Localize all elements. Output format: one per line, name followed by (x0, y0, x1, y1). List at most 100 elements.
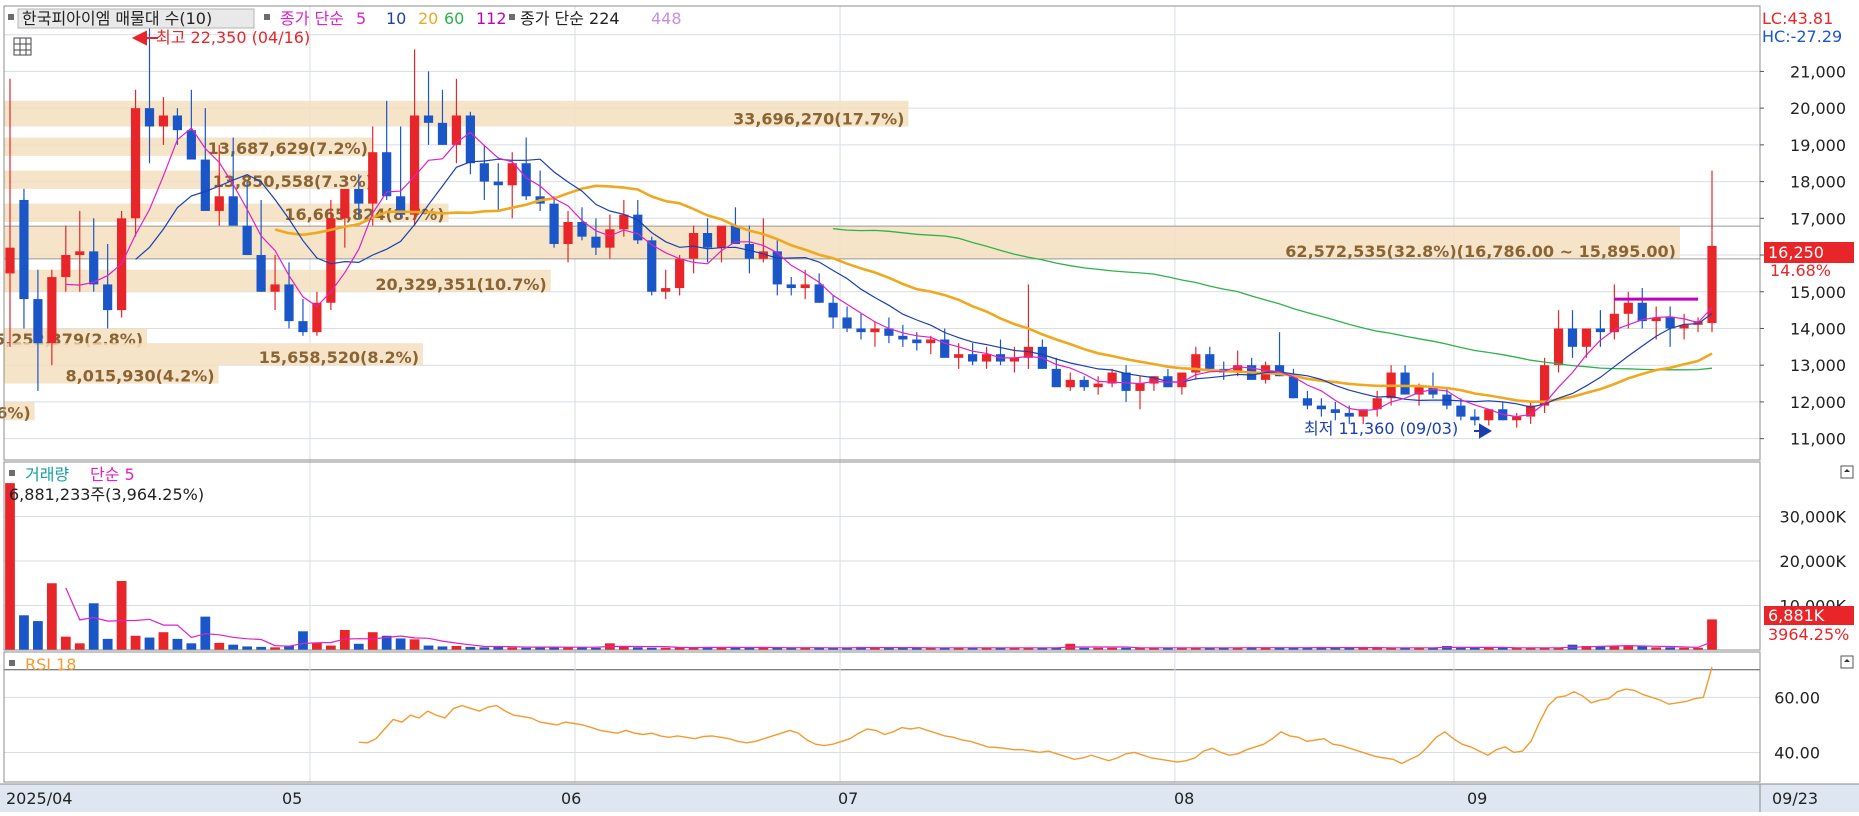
volume-bar (1218, 647, 1229, 650)
candle-body (1205, 354, 1215, 369)
volume-ma5-line (65, 587, 1713, 649)
volume-ma-label[interactable]: 단순 5 (90, 465, 135, 484)
candle-body (493, 181, 503, 186)
candle-body (926, 339, 936, 344)
candle-body (144, 108, 155, 127)
volume-bar (33, 621, 43, 650)
last-price-tag (1764, 242, 1854, 263)
volume-bar (772, 647, 783, 650)
volume-bar (353, 643, 364, 650)
candle-body (814, 284, 824, 303)
panel-frame (3, 651, 1761, 783)
stock-title[interactable]: 한국피아이엠 매물대 수(10) (22, 9, 212, 28)
candle-body (1233, 365, 1243, 373)
volume-bar (1497, 647, 1508, 650)
candle-body (1121, 372, 1131, 391)
volume-bar (312, 642, 322, 650)
volume-bar (563, 646, 573, 650)
volume-bar (618, 646, 629, 650)
candle-body (186, 130, 196, 160)
volume-bar (1246, 647, 1257, 650)
volume-bar (814, 647, 825, 650)
volume-bar (1483, 647, 1494, 650)
volume-bar (284, 645, 294, 650)
volume-profile-bar (4, 170, 378, 189)
stock-title-box[interactable] (17, 8, 255, 29)
candle-body (577, 221, 587, 237)
volume-bar (1456, 647, 1466, 650)
volume-bar (228, 644, 239, 650)
candle-body (549, 203, 559, 245)
volume-profile-label: 62,572,535(32.8%)(16,786.00 ~ 15,895.00) (1285, 242, 1676, 261)
ma-legend-label[interactable]: 종가 단순 (280, 9, 344, 28)
candle-body (340, 188, 350, 219)
x-label-jun: 06 (561, 789, 581, 808)
price-tick-label: 15,000 (1790, 283, 1846, 302)
candle-body (507, 163, 517, 186)
volume-bar (1665, 647, 1676, 650)
volume-bar (423, 645, 434, 650)
candle-body (200, 159, 210, 211)
candle-body (1456, 405, 1466, 417)
ma224-legend[interactable]: 종가 단순 224 (520, 9, 620, 28)
grid-toggle-icon-lines (14, 38, 31, 55)
volume-bar (1595, 645, 1606, 650)
volume-bar (493, 645, 504, 650)
candle-body (800, 284, 810, 289)
volume-bar (786, 647, 797, 650)
grid-toggle-icon[interactable] (13, 37, 32, 56)
volume-bar (1316, 646, 1327, 650)
volume-bar (897, 647, 908, 650)
volume-bar (214, 642, 225, 650)
ma20-legend[interactable]: 20 (418, 9, 438, 28)
rsi-tick-label: 40.00 (1774, 743, 1820, 762)
volume-tag-pct: 3964.25% (1768, 625, 1849, 644)
volume-bar (1428, 647, 1438, 650)
volume-bar (1274, 647, 1285, 650)
rsi-title[interactable]: RSI 18 (25, 655, 76, 674)
price-tick-label: 20,000 (1790, 99, 1846, 118)
candle-body (214, 196, 224, 211)
candle-body (1665, 317, 1675, 329)
volume-bar (967, 647, 978, 650)
volume-bar (1135, 647, 1145, 650)
ma10-legend[interactable]: 10 (386, 9, 406, 28)
volume-bar (1637, 646, 1648, 650)
ma60-legend[interactable]: 60 (444, 9, 464, 28)
low-annotation: 최저 11,360 (09/03) (1304, 419, 1458, 438)
candle-body (89, 251, 99, 285)
rsi-tick-label: 60.00 (1774, 688, 1820, 707)
volume-bar (646, 647, 657, 650)
volume-profile-label: 13,687,629(7.2%) (208, 139, 368, 158)
legend-bullet (8, 14, 14, 20)
candle-body (675, 258, 685, 289)
volume-bar (116, 581, 127, 650)
candle-body (354, 188, 364, 204)
candle-body (870, 328, 880, 333)
low-arrow-icon (1474, 423, 1492, 439)
volume-bar (1525, 647, 1536, 650)
candle-body (1051, 368, 1061, 388)
price-tick-label: 14,000 (1790, 319, 1846, 338)
candle-body (1428, 387, 1438, 395)
volume-bar (1539, 647, 1550, 650)
rsi-line (358, 666, 1713, 765)
ma5-legend[interactable]: 5 (356, 9, 366, 28)
volume-bar (60, 636, 71, 650)
volume-tick-label: 20,000K (1780, 552, 1847, 571)
candle-body (1581, 328, 1592, 347)
volume-profile-bar (4, 365, 219, 384)
volume-bar (1581, 645, 1592, 650)
ma448-legend[interactable]: 448 (651, 9, 682, 28)
legend-bullet (9, 660, 15, 666)
legend-bullet (509, 14, 515, 20)
volume-bar (842, 647, 852, 650)
ma112-legend[interactable]: 112 (476, 9, 507, 28)
volume-title[interactable]: 거래량 (25, 465, 69, 484)
x-label-aug: 08 (1174, 789, 1194, 808)
volume-bar (1149, 647, 1159, 650)
candle-body (1191, 354, 1201, 373)
candle-body (465, 115, 475, 164)
candle-body (228, 196, 238, 226)
candle-body (423, 115, 434, 123)
